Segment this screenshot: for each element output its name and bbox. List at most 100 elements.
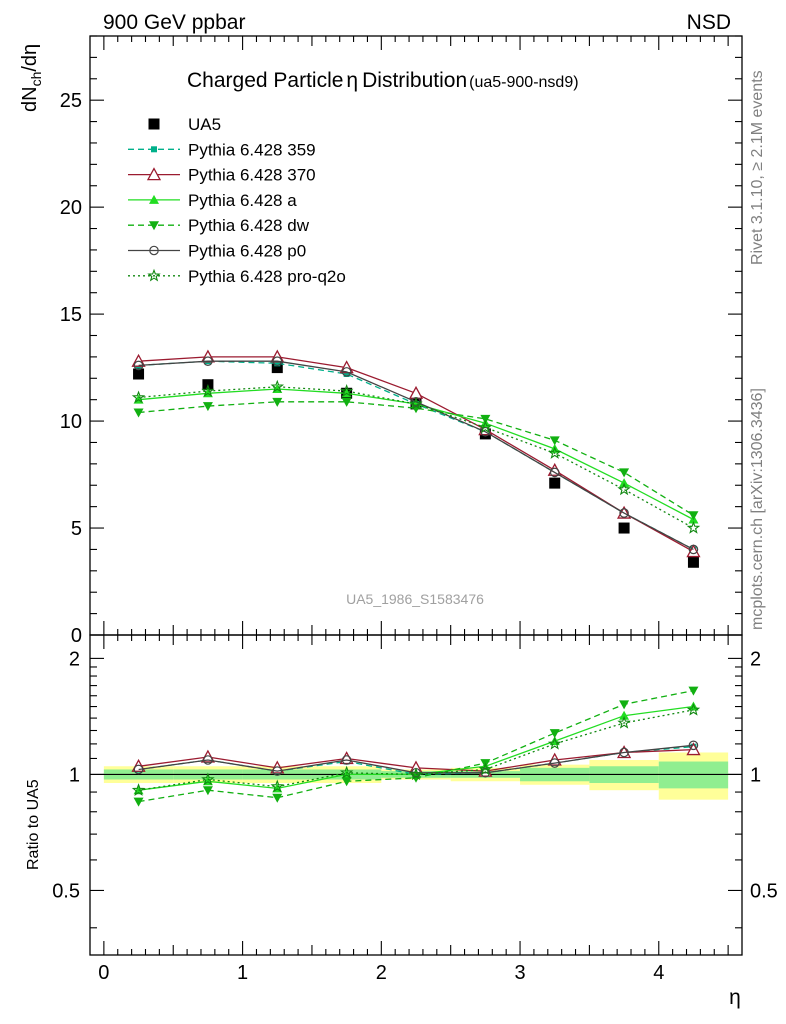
legend-label: Pythia 6.428 370 [188, 166, 316, 185]
series-6 [131, 379, 701, 534]
ratio-series-4 [133, 740, 699, 778]
data-point [549, 467, 560, 478]
main-ylabel: dNch/dη [19, 44, 44, 112]
legend-label: Pythia 6.428 pro-q2o [188, 267, 346, 286]
series-line [138, 401, 694, 516]
tick-label: 15 [60, 304, 82, 326]
ratio-point [617, 715, 631, 729]
ratio-point [686, 702, 701, 716]
legend-marker [149, 194, 159, 204]
rivet-version-label: Rivet 3.1.10, ≥ 2.1M events [749, 70, 766, 265]
legend-marker [147, 268, 161, 282]
ratio-point [478, 762, 493, 776]
data-point [271, 362, 283, 374]
data-point [618, 522, 630, 534]
legend-entry: Pythia 6.428 pro-q2o [128, 267, 346, 286]
legend-marker [149, 221, 159, 231]
ratio-point [619, 747, 629, 758]
tick-label: 2 [69, 648, 80, 670]
legend-entry: Pythia 6.428 dw [128, 216, 310, 235]
tick-label: 0.5 [52, 880, 80, 902]
ratio-point [549, 729, 560, 739]
legend-marker [148, 118, 160, 130]
data-point [480, 414, 491, 424]
tick-label: 1 [69, 764, 80, 786]
main-title: Charged Particle η Distribution (ua5-900-ns… [187, 69, 579, 92]
ratio-point [480, 767, 491, 778]
legend-entry: Pythia 6.428 370 [128, 166, 316, 185]
data-point [409, 396, 423, 410]
data-point [688, 544, 699, 555]
data-point [341, 397, 352, 407]
tick-label: 2 [376, 962, 387, 984]
data-point [480, 426, 491, 437]
mcplots-label: mcplots.cern.ch [arXiv:1306.3436] [749, 388, 766, 630]
data-point [272, 356, 283, 366]
legend-marker [146, 167, 162, 181]
ratio-frame [89, 634, 743, 956]
data-point [133, 408, 144, 418]
data-point [133, 360, 144, 371]
ratio-point [202, 786, 213, 796]
legend-entry: UA5 [148, 115, 221, 134]
ratio-line [138, 744, 694, 774]
data-point [202, 402, 213, 412]
data-point [408, 385, 424, 399]
series-2 [131, 349, 701, 558]
legend-label: Pythia 6.428 a [188, 191, 297, 210]
tick-label: 5 [71, 518, 82, 540]
legend-label: UA5 [188, 115, 221, 134]
data-point [478, 420, 493, 434]
tick-label: 1 [750, 764, 761, 786]
ratio-point [619, 710, 630, 720]
tick-label: 20 [60, 197, 82, 219]
tick-label: 0.5 [750, 880, 778, 902]
data-point [272, 397, 283, 407]
ratio-point [272, 766, 283, 776]
process-label: NSD [687, 11, 731, 34]
data-point [341, 367, 352, 377]
ratio-point [272, 793, 283, 803]
data-point [549, 477, 561, 489]
data-point [131, 390, 146, 404]
ratio-point [133, 797, 144, 807]
legend-label: Pythia 6.428 dw [188, 216, 310, 235]
axes-layer: 0 5 10 15 20 25 0 1 2 3 4 0.5 0.5 1 1 2 2 [52, 35, 778, 984]
data-point [686, 520, 701, 534]
analysis-watermark: UA5_1986_S1583476 [346, 591, 484, 607]
legend-label: Pythia 6.428 p0 [188, 242, 306, 261]
legend-entry: Pythia 6.428 359 [128, 140, 316, 159]
tick-label: 3 [514, 962, 525, 984]
ratio-point [409, 767, 423, 781]
ratio-point [339, 765, 354, 779]
data-point [617, 482, 631, 496]
legend-marker [151, 146, 157, 153]
ratio-point [131, 783, 146, 796]
data-point [687, 556, 699, 568]
series-4 [133, 397, 699, 521]
tick-label: 1 [237, 962, 248, 984]
tick-label: 4 [653, 962, 664, 984]
main-series-layer [131, 349, 701, 568]
ratio-series-layer [131, 686, 701, 807]
tick-label: 0 [71, 625, 82, 647]
ratio-point [688, 686, 699, 696]
data-point [133, 368, 145, 380]
ratio-point [619, 700, 630, 710]
ratio-point [201, 772, 215, 786]
data-point [619, 468, 630, 478]
legend-entry: Pythia 6.428 p0 [128, 242, 306, 261]
series-line [138, 360, 694, 550]
x-axis-label: η [729, 986, 741, 1009]
tick-label: 10 [60, 411, 82, 433]
legend-label: Pythia 6.428 359 [188, 140, 316, 159]
legend: UA5 Pythia 6.428 359 Pythia 6.428 370 Pythi… [128, 115, 346, 286]
legend-entry: Pythia 6.428 a [128, 191, 297, 210]
ratio-point [547, 736, 562, 750]
data-point [619, 508, 629, 518]
legend-marker [149, 245, 159, 256]
data-point [688, 511, 699, 521]
data-point [274, 360, 281, 367]
ratio-ylabel: Ratio to UA5 [25, 779, 42, 870]
